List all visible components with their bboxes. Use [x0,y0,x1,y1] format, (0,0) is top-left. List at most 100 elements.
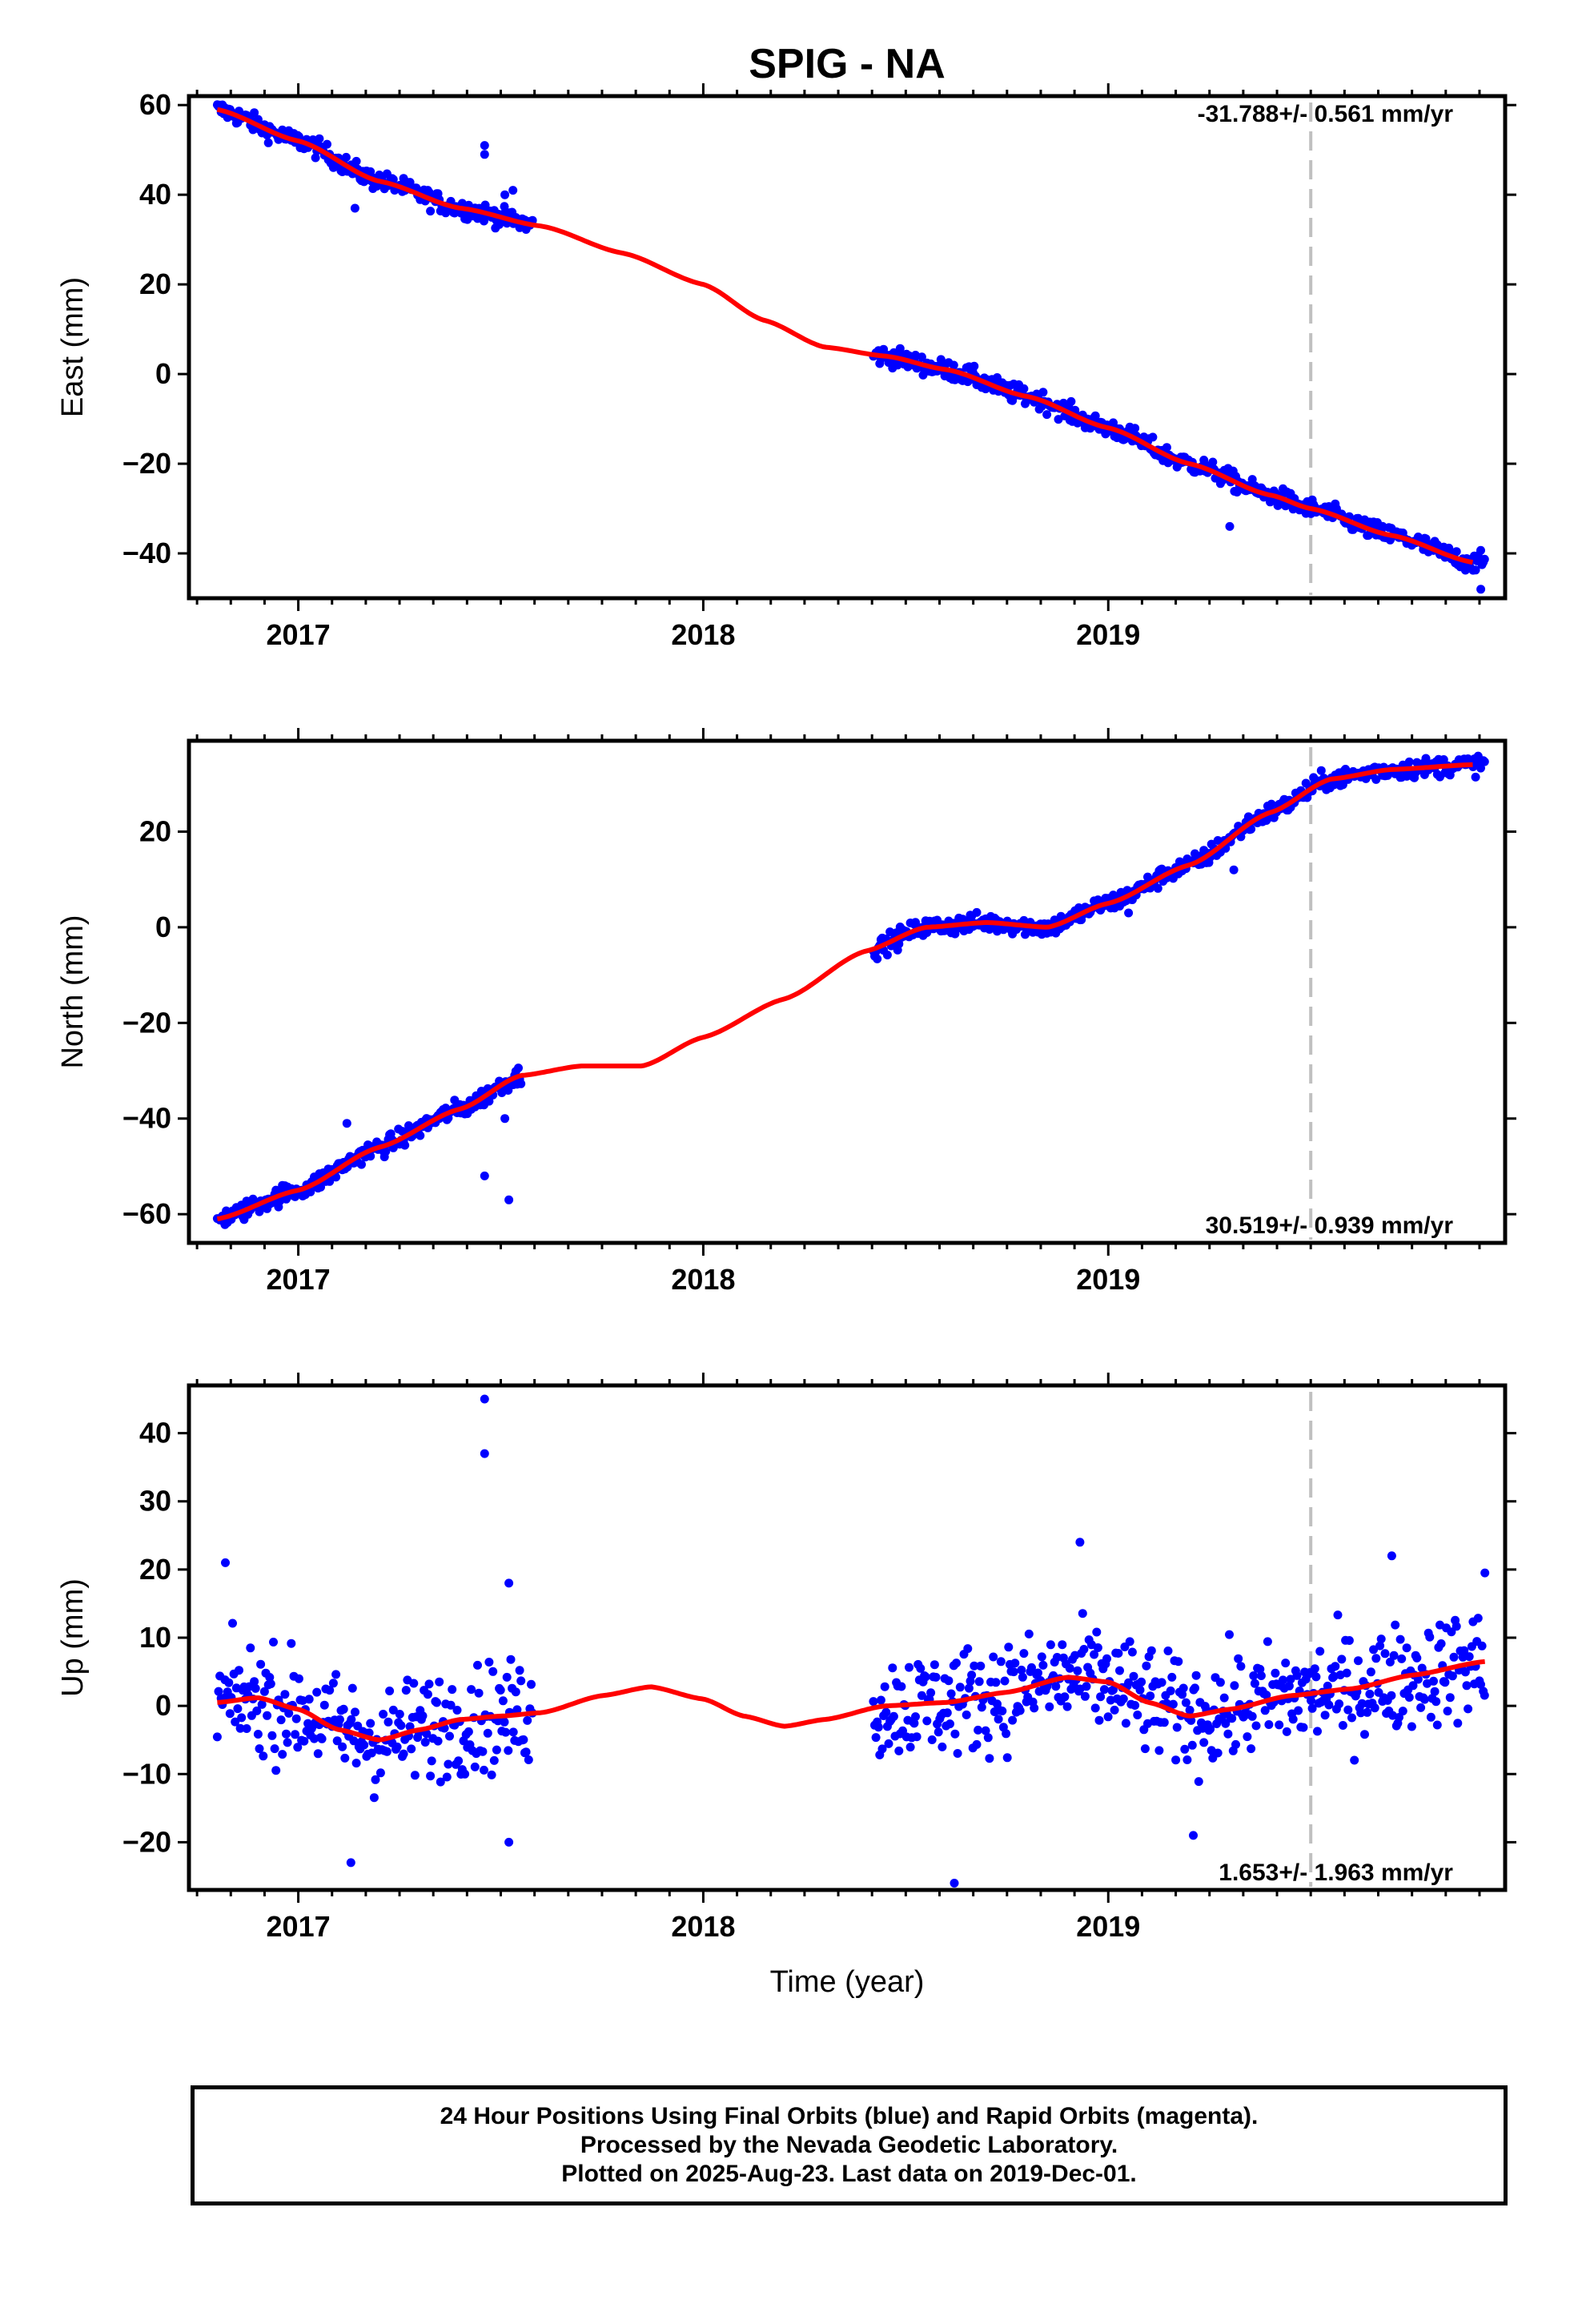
data-point [1099,1685,1109,1695]
data-point [396,1721,406,1731]
data-point [1395,1634,1405,1644]
data-point [278,1750,287,1759]
data-point [1380,1649,1390,1659]
data-point [1171,1755,1181,1765]
data-point [339,1704,348,1714]
data-point [433,1736,443,1746]
data-point [228,1618,237,1628]
data-point [1357,1699,1367,1708]
data-point [1045,1702,1054,1711]
data-point [1015,1706,1025,1715]
data-point [1324,1700,1334,1710]
data-point [1356,1708,1366,1718]
data-point [1199,1738,1209,1747]
data-point [512,1705,522,1715]
data-point [1065,1663,1074,1673]
data-point [1182,1755,1192,1764]
data-point [385,1687,395,1695]
data-point [1046,1640,1055,1650]
data-point [1408,1681,1418,1691]
x-tick-label: 2017 [267,618,331,651]
data-point [1243,1732,1252,1742]
data-point [515,1666,524,1675]
outlier-point [480,150,489,159]
y-tick-label: 20 [139,1553,171,1586]
data-point [1163,1647,1173,1655]
data-point [1426,1712,1435,1722]
data-point [474,1688,484,1698]
data-point [897,1682,906,1691]
data-point [989,1652,998,1662]
x-axis-label: Time (year) [770,1965,925,1999]
data-point [478,1747,488,1756]
data-point [1477,1641,1487,1651]
data-point [1110,1705,1119,1715]
data-point [1292,1671,1302,1680]
data-point [1230,1681,1239,1691]
data-point [1281,1659,1291,1668]
data-point [1142,1661,1151,1671]
data-point [1279,1675,1287,1685]
data-point [1129,1671,1138,1681]
data-point [489,1755,499,1765]
data-point [271,1766,281,1775]
data-point [484,1658,494,1667]
data-point [452,1706,462,1715]
data-point [379,1710,388,1719]
data-point [930,1660,939,1670]
data-point [1206,1724,1215,1734]
data-point [1371,1654,1381,1663]
data-point [445,1731,454,1741]
data-point [1262,1691,1271,1700]
data-point [235,1666,243,1675]
data-point [504,1746,513,1755]
outlier-point [504,1837,514,1847]
outlier-point [504,1578,514,1588]
outlier-point [480,1171,489,1180]
data-point [1335,1699,1344,1709]
data-point [235,1723,245,1733]
data-point [1460,1667,1470,1677]
data-point [392,1742,402,1751]
data-point [1125,1637,1134,1647]
outlier-point [500,1114,510,1124]
data-point [231,1717,240,1727]
data-point [873,1723,883,1732]
data-point [905,1663,913,1672]
data-point [1093,1643,1102,1652]
data-point [1429,1676,1438,1686]
data-point [1180,1744,1190,1754]
data-point [349,1736,359,1746]
y-tick-label: 10 [139,1621,171,1654]
north-panel: −60 −40 −20 0 20 2017 2018 2019 30.519+/- 0.939 … [56,728,1516,1296]
data-point [1118,1694,1128,1703]
data-point [1440,1678,1450,1687]
data-points [212,751,1489,1229]
data-point [1037,1652,1046,1662]
data-point [325,1176,335,1186]
data-point [1452,1622,1461,1631]
data-point [253,1730,263,1739]
data-point [1009,1667,1018,1677]
data-point [432,1698,441,1707]
data-point [944,1676,954,1686]
data-point [1185,1706,1195,1715]
data-point [436,1777,445,1787]
data-point [970,1661,979,1671]
data-point [1371,774,1381,784]
data-point [1062,1702,1072,1711]
data-point [480,1765,488,1775]
data-point [1449,1652,1459,1662]
data-point [1343,1705,1353,1715]
data-point [1114,1649,1123,1658]
y-tick-label: 60 [139,88,171,121]
data-point [263,1711,272,1720]
data-point [422,1729,432,1739]
data-point [996,1657,1006,1667]
data-point [399,1749,408,1759]
time-series-figure: SPIG - NA −40 −20 0 20 40 60 2017 2018 2019 -31.7… [56,41,1516,1999]
footer-box: 24 Hour Positions Using Final Orbits (bl… [191,2085,1508,2205]
data-point [1471,565,1480,575]
data-point [1256,1671,1266,1680]
data-point [1447,1671,1457,1681]
